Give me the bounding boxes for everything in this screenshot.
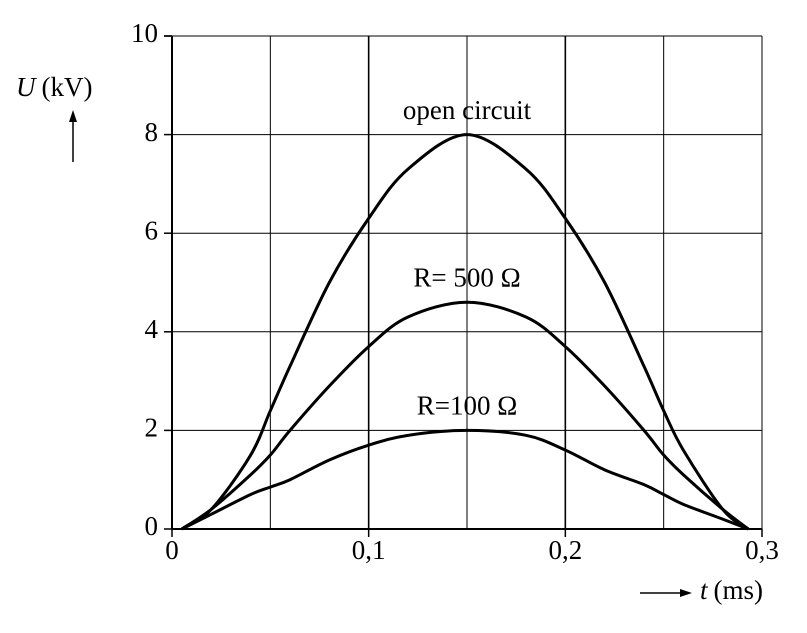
x-tick-label: 0,2 — [548, 535, 582, 565]
x-tick-label: 0 — [165, 535, 179, 565]
series-label: R= 500 Ω — [413, 262, 520, 292]
y-tick-label: 6 — [145, 215, 159, 245]
y-tick-label: 2 — [145, 413, 159, 443]
y-label-symbol: U — [16, 72, 37, 102]
x-label-symbol: t — [700, 575, 709, 605]
series-label: open circuit — [403, 95, 532, 125]
x-tick-label: 0,3 — [745, 535, 779, 565]
series-line — [180, 300, 750, 531]
x-label-unit: (ms) — [714, 575, 764, 605]
y-tick-label: 8 — [145, 117, 159, 147]
y-tick-label: 4 — [145, 314, 159, 344]
x-tick-label: 0,1 — [352, 535, 386, 565]
x-arrow-head — [680, 589, 692, 597]
y-tick-label: 0 — [145, 511, 159, 541]
series-label: R=100 Ω — [417, 391, 518, 421]
series-line — [181, 133, 750, 531]
series-line — [181, 428, 749, 531]
y-tick-label: 10 — [131, 18, 158, 48]
x-axis-label: t (ms) — [700, 575, 763, 605]
y-axis-label: U (kV) — [16, 72, 92, 102]
y-arrow-head — [69, 110, 77, 122]
y-label-unit: (kV) — [42, 72, 93, 102]
